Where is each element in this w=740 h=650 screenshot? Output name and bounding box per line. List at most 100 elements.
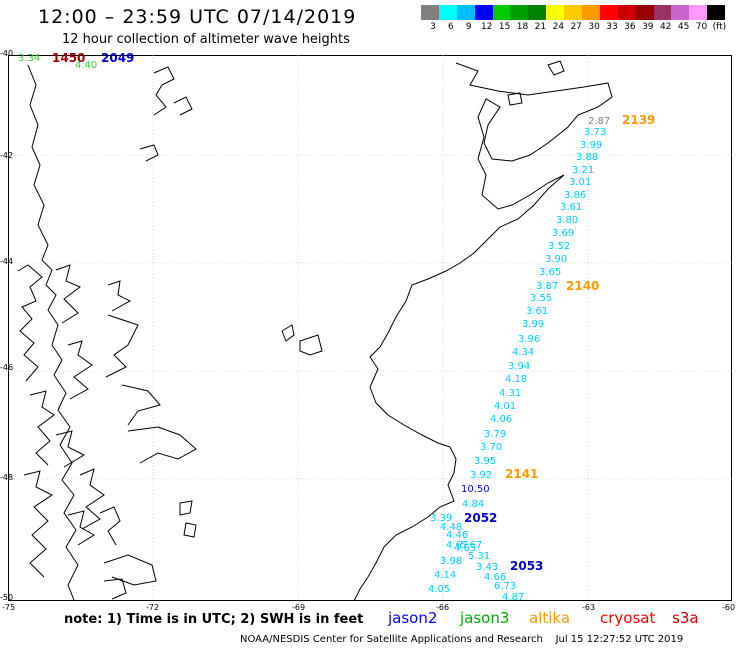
footer-credit: NOAA/NESDIS Center for Satellite Applica…: [240, 634, 684, 645]
wave-height-value: 3.73: [584, 127, 607, 138]
map-frame: [8, 55, 732, 601]
wave-height-value: 3.69: [552, 228, 575, 239]
wave-height-value: 4.31: [499, 388, 522, 399]
color-scale-label: 30: [588, 22, 600, 32]
latitude-label: -50: [0, 593, 14, 602]
color-scale-labels: 3 6 9 12 15 18 21 24 27 30 33 36 39 42 45 70 (ft): [421, 22, 740, 34]
color-swatch: [707, 5, 726, 20]
wave-height-value: 10.50: [461, 484, 490, 495]
wave-height-value: 3.88: [576, 152, 599, 163]
wave-height-value: 3.95: [474, 456, 497, 467]
pass-number-label: 2053: [510, 559, 544, 573]
wave-height-value: 5.31: [468, 551, 491, 562]
map-subtitle: 12 hour collection of altimeter wave hei…: [62, 32, 350, 47]
longitude-label: -69: [292, 603, 306, 612]
latitude-label: -44: [0, 257, 14, 266]
wave-height-value: 4.06: [490, 414, 513, 425]
wave-height-value: 3.34: [18, 53, 41, 64]
pass-number-label: 2139: [622, 113, 656, 127]
wave-height-value: 4.34: [512, 347, 535, 358]
wave-height-value: 3.99: [580, 140, 603, 151]
longitude-label: -75: [2, 603, 16, 612]
wave-height-value: 3.55: [530, 293, 553, 304]
color-swatch: [635, 5, 654, 20]
satellite-legend-item: cryosat: [600, 609, 656, 627]
wave-height-value: 3.99: [522, 319, 545, 330]
satellite-legend-item: jason2: [388, 609, 438, 627]
color-swatch: [474, 5, 493, 20]
color-swatch: [438, 5, 457, 20]
color-swatch: [456, 5, 475, 20]
wave-height-value: 3.92: [470, 470, 493, 481]
wave-height-value: 4.84: [462, 499, 485, 510]
longitude-label: -63: [582, 603, 596, 612]
pass-number-label: 2140: [566, 279, 600, 293]
color-scale-label: 45: [677, 22, 690, 32]
coastline-map: [8, 55, 732, 601]
pass-number-label: 1450: [52, 51, 86, 65]
graticule-grid: [8, 55, 732, 601]
wave-height-value: 4.40: [75, 60, 98, 71]
color-scale-label: 33: [606, 22, 618, 32]
wave-height-value: 4.67: [446, 540, 469, 551]
color-scale-label: 24: [552, 22, 565, 32]
color-scale-label: 15: [498, 22, 511, 32]
longitude-label: -60: [722, 603, 736, 612]
wave-height-value: 3.70: [480, 442, 503, 453]
color-scale-label: 27: [570, 22, 582, 32]
color-swatch: [582, 5, 600, 20]
argentina-coastline: [281, 60, 613, 601]
wave-height-value: 3.52: [548, 241, 571, 252]
color-scale-label: 18: [516, 22, 529, 32]
color-swatch: [510, 5, 529, 20]
color-swatch: [617, 5, 636, 20]
color-scale-label: 3: [430, 22, 436, 32]
pass-number-label: 2049: [101, 51, 135, 65]
pass-number-label: 2052: [464, 511, 498, 525]
color-scale-label: 9: [465, 22, 472, 32]
color-scale-label: 36: [624, 22, 636, 32]
wave-height-value: 3.21: [572, 165, 595, 176]
latitude-label: -40: [0, 49, 14, 58]
wave-height-value: 4.18: [505, 374, 528, 385]
wave-height-value: 3.65: [539, 267, 562, 278]
wave-height-value: 4.01: [494, 401, 517, 412]
wave-height-value: 4.87: [502, 592, 525, 603]
wave-height-value: 4.48: [440, 522, 463, 533]
wave-height-value: 3.94: [508, 361, 531, 372]
color-swatch: [671, 5, 690, 20]
wave-height-value: 3.43: [476, 562, 499, 573]
units-note: note: 1) Time is in UTC; 2) SWH is in fe…: [64, 612, 364, 627]
wave-height-value: 3.61: [560, 202, 583, 213]
color-scale-label: 6: [448, 22, 454, 32]
pass-number-label: 2141: [505, 467, 539, 481]
longitude-label: -72: [146, 603, 160, 612]
longitude-label: -66: [436, 603, 450, 612]
wave-height-value: 5.67: [460, 540, 483, 551]
color-scale-label: 39: [642, 22, 654, 32]
wave-height-value: 3.39: [430, 513, 453, 524]
color-swatch: [653, 5, 672, 20]
wave-height-value: 3.96: [518, 334, 541, 345]
wave-height-value: 4.14: [434, 570, 457, 581]
satellite-legend-item: altika: [529, 609, 571, 627]
wave-height-value: 3.01: [569, 177, 592, 188]
color-swatch: [492, 5, 511, 20]
wave-height-value: 2.87: [588, 116, 611, 127]
chile-coastline: [17, 64, 197, 601]
map-title: 12:00 – 23:59 UTC 07/14/2019: [38, 6, 357, 28]
wave-height-value: 6.73: [494, 581, 517, 592]
wave-height-value: 4.66: [484, 572, 507, 583]
wave-height-value: 3.80: [556, 215, 579, 226]
wave-height-value: 4.63: [454, 543, 477, 554]
color-swatch: [599, 5, 618, 20]
wave-height-value: 3.87: [536, 281, 559, 292]
satellite-legend-item: s3a: [672, 609, 699, 627]
color-swatch: [546, 5, 565, 20]
satellite-legend-item: jason3: [460, 609, 510, 627]
color-scale-label: 21: [534, 22, 547, 32]
color-scale-label: 42: [659, 22, 672, 32]
wave-height-value: 3.86: [564, 190, 587, 201]
color-scale-label: 70: [695, 22, 708, 32]
wave-height-value: 3.90: [545, 254, 568, 265]
